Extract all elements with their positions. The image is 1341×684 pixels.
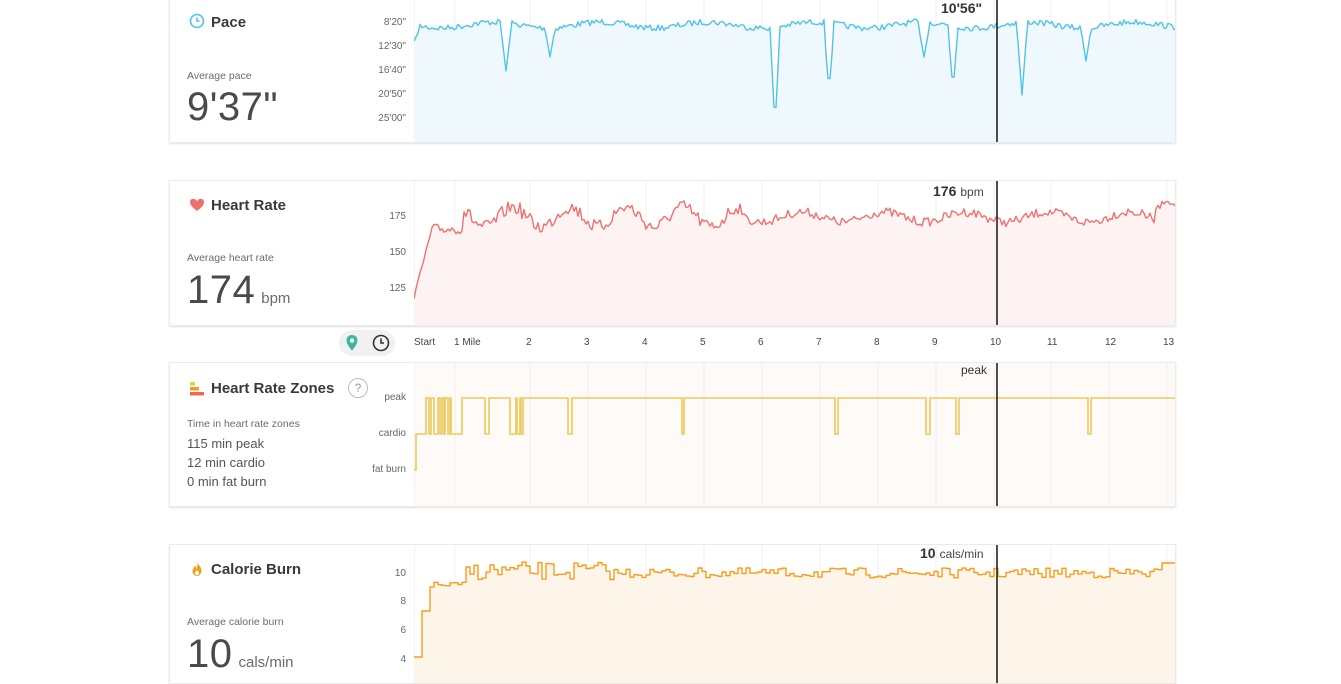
x-tick: 13 — [1163, 337, 1175, 348]
heart-rate-cursor-value: 176 bpm — [933, 183, 984, 199]
pace-title: Pace — [211, 14, 247, 31]
x-tick: 5 — [700, 337, 706, 348]
cal-y-tick: 10 — [394, 568, 406, 579]
distance-x-axis: Start 1 Mile 2 3 4 5 6 7 8 9 10 11 12 13 — [0, 330, 1341, 356]
zones-y-tick: peak — [384, 392, 406, 403]
pace-y-tick: 12'30" — [378, 41, 406, 52]
axis-mode-toggle[interactable] — [339, 330, 395, 356]
zones-help-icon[interactable]: ? — [348, 378, 368, 398]
x-tick: 12 — [1105, 337, 1117, 348]
heart-icon — [190, 198, 204, 211]
x-tick: 4 — [642, 337, 648, 348]
map-pin-icon[interactable] — [342, 333, 362, 353]
cal-y-tick: 4 — [400, 654, 406, 665]
calorie-average-unit: cals/min — [238, 654, 294, 671]
zones-title: Heart Rate Zones — [211, 380, 335, 397]
pace-series-line — [414, 18, 1175, 109]
zones-bars-icon — [190, 382, 204, 396]
clock-icon[interactable] — [371, 333, 391, 353]
pace-y-tick: 16'40" — [378, 65, 406, 76]
calorie-chart[interactable] — [414, 545, 1176, 684]
hr-y-tick: 150 — [389, 247, 406, 258]
pace-card: Pace Average pace 9'37" 8'20" 12'30" 16'40… — [169, 0, 1176, 143]
pace-series-area — [414, 19, 1175, 142]
heart-rate-zones-card: Heart Rate Zones ? Time in heart rate zo… — [169, 362, 1176, 507]
pace-average-value: 9'37" — [187, 85, 279, 129]
cal-y-tick: 6 — [400, 625, 406, 636]
zones-y-tick: fat burn — [372, 464, 406, 475]
calorie-caption: Average calorie burn — [187, 616, 284, 628]
heart-rate-average-value: 174 bpm — [187, 268, 291, 312]
clock-icon — [189, 13, 205, 29]
calorie-series-area — [414, 562, 1175, 683]
zones-caption: Time in heart rate zones — [187, 418, 300, 430]
x-tick: Start — [414, 337, 436, 348]
x-tick: 6 — [758, 337, 764, 348]
pace-cursor-value: 10'56" — [941, 0, 983, 16]
x-tick: 10 — [990, 337, 1002, 348]
zones-cursor-value: peak — [961, 363, 988, 377]
flame-icon — [192, 562, 202, 576]
x-tick: 3 — [584, 337, 590, 348]
pace-y-tick: 20'50" — [378, 89, 406, 100]
calorie-burn-card: Calorie Burn Average calorie burn 10 cals… — [169, 544, 1176, 684]
pace-y-tick: 25'00" — [378, 113, 406, 124]
heart-rate-card: Heart Rate Average heart rate 174 bpm 175… — [169, 180, 1176, 326]
calorie-average-value: 10 cals/min — [187, 632, 294, 676]
pace-caption: Average pace — [187, 70, 252, 82]
heart-rate-caption: Average heart rate — [187, 252, 274, 264]
calorie-cursor-value: 10 cals/min — [920, 545, 984, 561]
heart-rate-average-unit: bpm — [261, 290, 291, 307]
x-tick: 2 — [526, 337, 532, 348]
x-tick: 1 Mile — [454, 337, 481, 348]
hr-y-tick: 125 — [389, 283, 406, 294]
zone-cardio-time: 12 min cardio — [187, 455, 266, 470]
zones-y-tick: cardio — [378, 428, 406, 439]
zone-fat-burn-time: 0 min fat burn — [187, 474, 267, 489]
hr-y-tick: 175 — [389, 211, 406, 222]
x-tick: 8 — [874, 337, 880, 348]
zone-peak-time: 115 min peak — [187, 436, 265, 451]
heart-rate-series-line — [414, 200, 1175, 299]
heart-rate-title: Heart Rate — [211, 197, 287, 214]
zones-chart[interactable] — [414, 363, 1176, 507]
heart-rate-chart[interactable] — [414, 181, 1176, 326]
calorie-series-line — [414, 561, 1175, 658]
x-tick: 9 — [932, 337, 938, 348]
x-tick: 7 — [816, 337, 822, 348]
pace-y-tick: 8'20" — [383, 17, 406, 28]
heart-rate-series-area — [414, 200, 1175, 325]
pace-chart[interactable] — [414, 0, 1176, 143]
zones-background — [415, 363, 1175, 506]
x-tick: 11 — [1047, 337, 1058, 348]
cal-y-tick: 8 — [400, 596, 406, 607]
zones-series-line — [414, 397, 1175, 471]
calorie-title: Calorie Burn — [211, 561, 302, 578]
